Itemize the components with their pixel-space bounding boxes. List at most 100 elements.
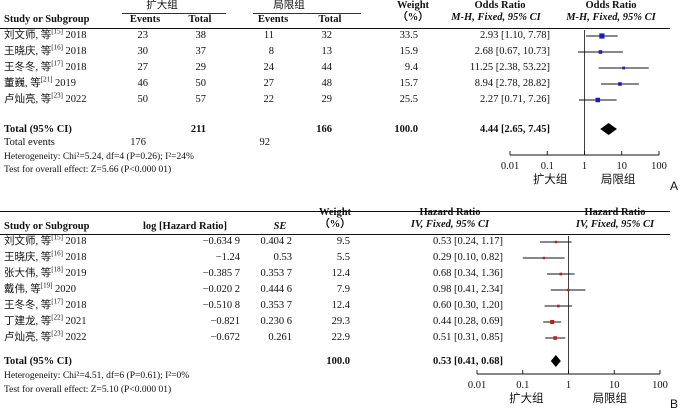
study-se: 0.444 6 [260, 284, 293, 295]
study-marker [618, 82, 622, 86]
study-se: 0.353 7 [260, 268, 293, 279]
study-ci: 0.98 [0.41, 2.34] [433, 284, 503, 295]
or-numeric-subtitle: M-H, Fixed, 95% CI [451, 12, 541, 23]
overall-effect-text: Test for overall effect: Z=5.66 (P<0.000… [4, 165, 172, 175]
x-tick-label: 100 [651, 161, 667, 172]
study-ci: 2.93 [1.10, 7.78] [480, 30, 550, 41]
hr-numeric-subtitle: IV, Fixed, 95% CI [410, 219, 490, 230]
ctl-events: 8 [268, 46, 274, 57]
x-tick-label: 0.1 [541, 161, 554, 172]
pooled-diamond [600, 123, 617, 135]
exp-events: 46 [137, 78, 149, 89]
study-se: 0.53 [273, 252, 292, 263]
study-loghr: −0.020 2 [202, 284, 240, 295]
ctl-total-header: Total [318, 14, 342, 25]
panel-divider [0, 211, 670, 212]
ctl-total: 44 [321, 62, 333, 73]
forest-plot-a: 0.01 0.1 1 10 100 扩大组 局限组 [501, 30, 667, 186]
study-label: 丁建龙, 等[22] 2021 [4, 313, 87, 327]
group-underline [253, 13, 361, 14]
or-numeric-title: Odds Ratio [474, 0, 526, 11]
weight-unit-header-b: （%） [319, 219, 351, 230]
study-loghr: −0.634 9 [202, 236, 240, 247]
control-group-header: 局限组 [273, 0, 305, 11]
study-label: 卢灿亮, 等[23] 2022 [4, 329, 87, 343]
group-underline [122, 13, 226, 14]
exp-events: 30 [137, 46, 149, 57]
study-weight: 9.5 [336, 236, 350, 247]
study-weight: 33.5 [399, 30, 418, 41]
hr-plot-subtitle: IV, Fixed, 95% CI [575, 219, 655, 230]
study-marker [595, 97, 601, 103]
x-tick-label: 100 [652, 380, 668, 391]
total-events-exp: 176 [130, 137, 146, 148]
ctl-events-header: Events [257, 14, 289, 25]
study-label: 董巍, 等[21] 2019 [4, 75, 77, 89]
heterogeneity-text-b: Heterogeneity: Chi²=4.51, df=6 (P=0.61);… [4, 371, 190, 381]
exp-total-header: Total [188, 14, 212, 25]
favours-right-label: 局限组 [593, 391, 628, 405]
study-label: 卢灿亮, 等[23] 2022 [4, 91, 87, 105]
total-weight: 100.0 [394, 124, 418, 135]
study-weight: 12.4 [331, 300, 350, 311]
study-marker [554, 240, 558, 244]
study-label: 张大伟, 等[18] 2019 [4, 265, 87, 279]
pooled-diamond [550, 355, 561, 367]
ctl-events: 11 [263, 30, 274, 41]
hr-numeric-title: Hazard Ratio [419, 207, 481, 218]
header-divider-b [0, 234, 670, 235]
x-tick-label: 10 [617, 161, 628, 172]
x-tick-label: 0.01 [468, 380, 486, 391]
exp-events: 50 [137, 94, 149, 105]
exp-events: 27 [137, 62, 149, 73]
study-label: 王晓庆, 等[16] 2018 [4, 43, 87, 57]
header-divider [0, 28, 670, 29]
study-weight: 22.9 [331, 332, 350, 343]
study-marker [598, 50, 603, 54]
study-header: Study or Subgroup [4, 14, 90, 25]
study-label: 戴伟, 等[19] 2020 [4, 281, 77, 295]
study-header-b: Study or Subgroup [4, 221, 90, 232]
exp-events-header: Events [129, 14, 161, 25]
study-marker [553, 336, 557, 340]
or-plot-title: Odds Ratio [585, 0, 637, 11]
x-tick-label: 0.1 [516, 380, 529, 391]
study-ci: 11.25 [2.38, 53.22] [469, 62, 550, 73]
exp-total: 50 [195, 78, 207, 89]
study-label: 刘文师, 等[15] 2018 [4, 233, 87, 247]
study-weight: 7.9 [336, 284, 350, 295]
x-tick-label: 10 [609, 380, 620, 391]
study-label: 王冬冬, 等[17] 2018 [4, 297, 87, 311]
study-marker [550, 319, 555, 325]
study-ci: 2.68 [0.67, 10.73] [474, 46, 550, 57]
study-loghr: −0.385 7 [202, 268, 240, 279]
heterogeneity-text: Heterogeneity: Chi²=5.24, df=4 (P=0.26);… [4, 152, 194, 162]
study-se: 0.261 [268, 332, 292, 343]
x-tick-label: 0.01 [501, 161, 519, 172]
experimental-group-header: 扩大组 [146, 0, 178, 11]
favours-right-label: 局限组 [601, 172, 636, 186]
hr-plot-title: Hazard Ratio [584, 207, 646, 218]
exp-total: 57 [195, 94, 207, 105]
study-weight: 25.5 [399, 94, 418, 105]
favours-left-label: 扩大组 [533, 172, 568, 186]
ctl-total: 29 [321, 94, 333, 105]
total-exp: 211 [190, 124, 206, 135]
study-marker [557, 304, 560, 308]
total-label-b: Total (95% CI) [4, 356, 72, 367]
weight-header: Weight [396, 0, 430, 11]
study-weight: 9.4 [404, 62, 418, 73]
study-ci: 0.53 [0.24, 1.17] [433, 236, 503, 247]
study-marker [566, 288, 570, 292]
exp-total: 29 [195, 62, 207, 73]
study-loghr: −0.510 8 [202, 300, 240, 311]
study-label: 王晓庆, 等[16] 2018 [4, 249, 87, 263]
study-ci: 0.51 [0.31, 0.85] [433, 332, 503, 343]
panel-letter-a: A [670, 179, 679, 193]
ctl-total: 32 [321, 30, 333, 41]
weight-header-b: Weight [318, 207, 352, 218]
panel-letter-b: B [670, 397, 679, 411]
weight-unit-header: （%） [397, 12, 429, 23]
study-marker [622, 66, 626, 70]
study-ci: 0.60 [0.30, 1.20] [433, 300, 503, 311]
